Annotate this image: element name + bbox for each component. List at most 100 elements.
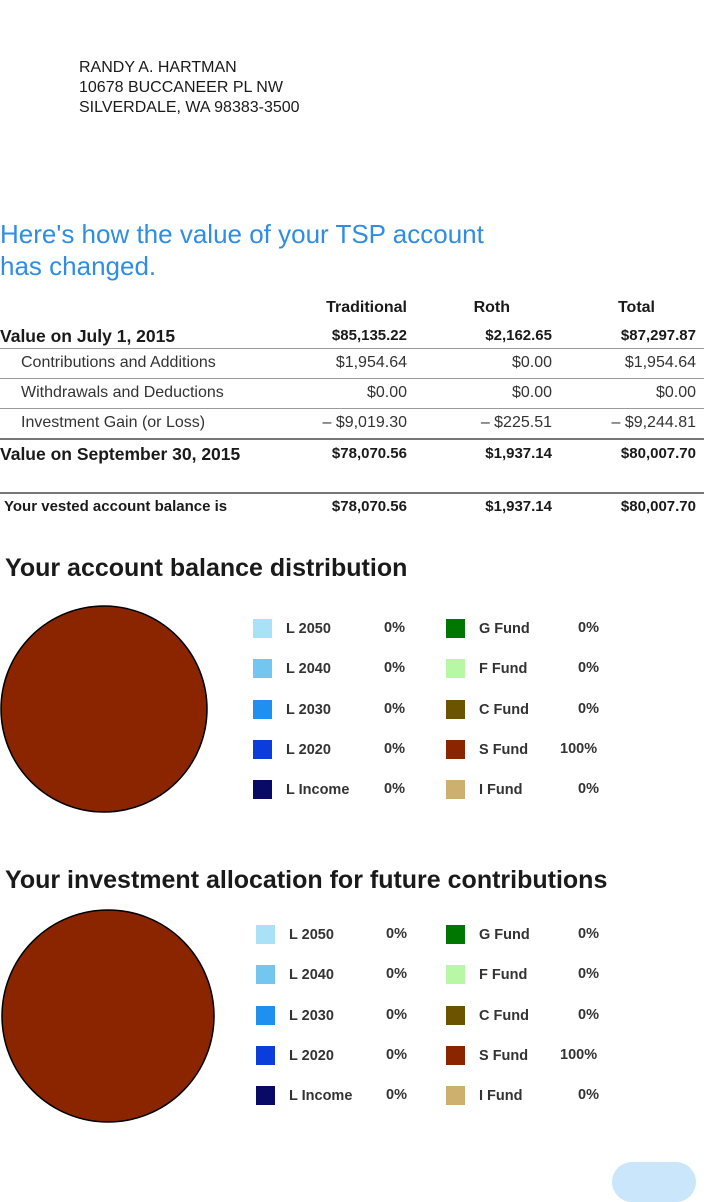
- pie-slice-s-fund: [1, 909, 215, 1123]
- legend-fund-name: L 2030: [286, 701, 331, 718]
- headline-line-1: Here's how the value of your TSP account: [0, 219, 484, 249]
- legend-swatch: [446, 925, 465, 944]
- legend-percentage: 0%: [578, 781, 599, 798]
- section-title: Your account balance distribution: [5, 554, 408, 582]
- legend-percentage: 0%: [578, 1087, 599, 1104]
- table-row-end-value: Value on September 30, 2015 $78,070.56 $…: [0, 444, 704, 466]
- legend-percentage: 0%: [384, 781, 405, 798]
- table-row: Contributions and Additions $1,954.64 $0…: [0, 354, 704, 376]
- future-allocation-pie-chart: [1, 909, 215, 1123]
- legend-percentage: 0%: [578, 926, 599, 942]
- table-row-vested-balance: Your vested account balance is $78,070.5…: [0, 498, 704, 518]
- table-header: Traditional Roth Total: [0, 299, 704, 319]
- traditional-value: $78,070.56: [331, 498, 407, 515]
- total-value: $1,954.64: [624, 354, 696, 371]
- legend-percentage: 0%: [578, 700, 599, 717]
- legend-fund-name: L Income: [289, 1088, 353, 1105]
- statement-headline: Here's how the value of your TSP account…: [0, 218, 560, 282]
- row-divider: [0, 348, 704, 349]
- recipient-name: RANDY A. HARTMAN: [79, 59, 237, 76]
- legend-fund-name: L 2050: [286, 621, 331, 637]
- traditional-value: – $9,019.30: [322, 414, 407, 431]
- legend-percentage: 0%: [386, 1046, 407, 1063]
- row-label: Withdrawals and Deductions: [21, 384, 224, 401]
- legend-swatch: [446, 965, 465, 985]
- legend-fund-name: S Fund: [479, 741, 529, 758]
- legend-swatch: [253, 659, 272, 679]
- legend-percentage: 100%: [560, 1046, 598, 1063]
- legend-swatch: [253, 619, 272, 638]
- row-label: Value on July 1, 2015: [0, 326, 176, 346]
- total-value: – $9,244.81: [611, 414, 696, 431]
- legend-percentage: 0%: [386, 1087, 407, 1104]
- legend-fund-name: C Fund: [479, 1007, 529, 1024]
- column-header-roth: Roth: [473, 299, 510, 316]
- legend-fund-name: F Fund: [479, 661, 528, 678]
- legend-fund-name: L 2040: [286, 661, 331, 678]
- legend-percentage: 0%: [578, 620, 599, 636]
- roth-value: $1,937.14: [485, 445, 552, 462]
- roth-value: $2,162.65: [485, 327, 552, 344]
- legend-swatch: [446, 659, 465, 679]
- total-value: $0.00: [655, 384, 696, 401]
- row-label: Investment Gain (or Loss): [21, 414, 206, 431]
- legend-percentage: 100%: [560, 740, 598, 757]
- legend-fund-name: L 2030: [289, 1007, 334, 1024]
- column-header-traditional: Traditional: [326, 299, 407, 316]
- traditional-value: $85,135.22: [331, 327, 407, 344]
- legend-percentage: 0%: [386, 966, 407, 983]
- table-row: Withdrawals and Deductions $0.00 $0.00 $…: [0, 384, 704, 406]
- row-label: Value on September 30, 2015: [0, 444, 241, 464]
- vested-divider: [0, 492, 704, 494]
- row-divider: [0, 408, 704, 409]
- traditional-value: $78,070.56: [331, 445, 407, 462]
- legend-fund-name: G Fund: [479, 927, 530, 943]
- legend-swatch: [256, 1086, 275, 1106]
- roth-value: – $225.51: [480, 414, 552, 431]
- legend-fund-name: L 2050: [289, 927, 334, 943]
- legend-fund-name: G Fund: [479, 621, 530, 637]
- street-address: 10678 BUCCANEER PL NW: [79, 79, 283, 96]
- row-label: Your vested account balance is: [4, 498, 228, 515]
- pie-slice-s-fund: [0, 605, 208, 813]
- legend-swatch: [446, 1005, 465, 1025]
- table-row: Investment Gain (or Loss) – $9,019.30 – …: [0, 414, 704, 436]
- legend-percentage: 0%: [384, 620, 405, 636]
- city-state-zip: SILVERDALE, WA 98383-3500: [79, 99, 300, 116]
- row-divider: [0, 378, 704, 379]
- legend-percentage: 0%: [386, 926, 407, 942]
- legend-percentage: 0%: [386, 1006, 407, 1023]
- legend-fund-name: L 2040: [289, 967, 334, 984]
- legend-swatch: [446, 1045, 465, 1065]
- table-row-start-value: Value on July 1, 2015 $85,135.22 $2,162.…: [0, 326, 704, 348]
- legend-swatch: [256, 925, 275, 944]
- roth-value: $1,937.14: [485, 498, 552, 515]
- legend-swatch: [253, 739, 272, 759]
- total-value: $87,297.87: [620, 327, 696, 344]
- legend-fund-name: F Fund: [479, 967, 528, 984]
- legend-swatch: [253, 780, 272, 800]
- legend-percentage: 0%: [578, 660, 599, 677]
- legend-swatch: [446, 1086, 465, 1106]
- roth-value: $0.00: [511, 354, 552, 371]
- headline-line-2: has changed.: [0, 251, 157, 281]
- section-title: Your investment allocation for future co…: [5, 866, 608, 894]
- traditional-value: $1,954.64: [335, 354, 407, 371]
- roth-value: $0.00: [511, 384, 552, 401]
- row-label: Contributions and Additions: [21, 354, 216, 371]
- legend-fund-name: L 2020: [289, 1047, 334, 1064]
- legend-swatch: [446, 780, 465, 800]
- legend-percentage: 0%: [384, 660, 405, 677]
- legend-swatch: [256, 965, 275, 985]
- row-divider: [0, 438, 704, 440]
- balance-distribution-pie-chart: [0, 605, 208, 813]
- decorative-shape: [612, 1162, 696, 1202]
- legend-swatch: [256, 1005, 275, 1025]
- legend-percentage: 0%: [578, 966, 599, 983]
- legend-fund-name: I Fund: [479, 782, 523, 799]
- legend-percentage: 0%: [384, 740, 405, 757]
- legend-fund-name: S Fund: [479, 1047, 529, 1064]
- total-value: $80,007.70: [620, 445, 696, 462]
- mailing-address: RANDY A. HARTMAN 10678 BUCCANEER PL NW S…: [79, 58, 300, 118]
- legend-swatch: [253, 699, 272, 719]
